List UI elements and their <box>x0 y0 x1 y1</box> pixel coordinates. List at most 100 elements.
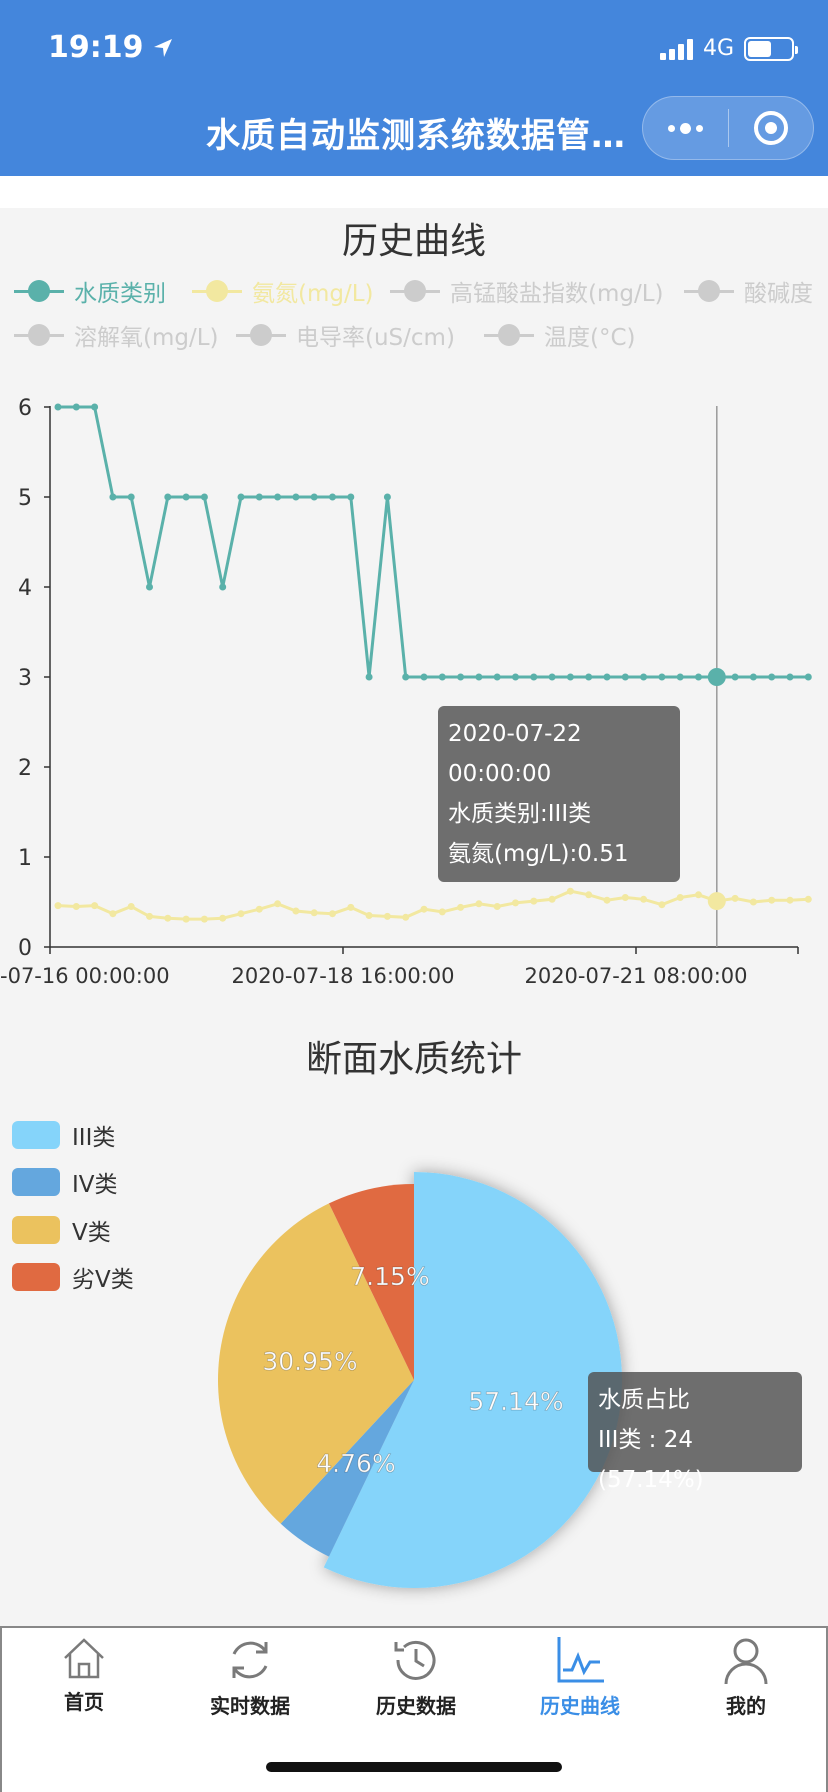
pie-legend-item-class-5[interactable]: V类 <box>12 1213 111 1247</box>
data-point <box>365 912 373 919</box>
legend-item-temperature[interactable]: 温度(°C) <box>484 318 636 352</box>
data-point <box>164 914 172 922</box>
refresh-icon <box>232 1641 268 1679</box>
data-point <box>438 908 446 916</box>
y-tick-label: 2 <box>18 756 32 781</box>
data-point <box>237 910 245 918</box>
data-point <box>365 673 373 681</box>
pie-slice <box>280 1380 414 1557</box>
x-tick-label: -07-16 00:00:00 <box>0 964 170 988</box>
tab-label: 实时数据 <box>210 1694 290 1718</box>
tab-history-curve[interactable]: 历史曲线 <box>510 1628 650 1728</box>
legend-label: 氨氮(mg/L) <box>252 281 374 307</box>
pie-chart[interactable]: 57.14% 4.76% 30.95% 7.15% <box>0 1140 828 1620</box>
legend-item-ph[interactable]: 酸碱度 <box>684 274 813 308</box>
more-dots-icon <box>667 122 703 134</box>
data-point <box>707 668 726 686</box>
data-point <box>493 903 501 910</box>
header-gap <box>0 176 828 208</box>
data-point <box>786 896 794 904</box>
line-chart[interactable]: 0 1 2 3 4 5 6 -07-16 00:00:00 2020-07-18 16:00:0… <box>0 380 828 1000</box>
legend-label: 酸碱度 <box>744 281 813 307</box>
data-point <box>731 894 739 902</box>
pie-slice-label: 57.14% <box>468 1387 563 1416</box>
tab-history-data[interactable]: 历史数据 <box>346 1628 486 1728</box>
legend-item-ammonia[interactable]: 氨氮(mg/L) <box>192 274 374 308</box>
data-point <box>72 403 80 411</box>
data-point <box>347 493 355 501</box>
data-point <box>512 899 519 907</box>
data-point <box>804 895 812 903</box>
data-point <box>109 493 117 501</box>
data-point <box>676 894 684 901</box>
data-point <box>274 493 282 501</box>
pie-legend-label: V类 <box>72 1220 111 1246</box>
data-point <box>255 905 263 913</box>
data-point <box>585 891 593 899</box>
data-point <box>200 915 208 923</box>
data-point <box>54 403 62 411</box>
pie-slice <box>328 1184 414 1380</box>
pie-legend-item-class-3[interactable]: III类 <box>12 1118 115 1152</box>
data-point <box>383 912 391 920</box>
legend-item-permanganate[interactable]: 高锰酸盐指数(mg/L) <box>390 274 664 308</box>
data-point <box>329 493 336 501</box>
tab-realtime[interactable]: 实时数据 <box>180 1628 320 1728</box>
data-point <box>420 905 428 913</box>
legend-label: 水质类别 <box>74 281 166 307</box>
status-time: 19:19 <box>48 30 174 65</box>
data-point <box>402 673 410 681</box>
pie-legend-item-class-4[interactable]: IV类 <box>12 1165 118 1199</box>
tab-home[interactable]: 首页 <box>14 1628 154 1728</box>
series-line-0 <box>58 405 809 679</box>
data-point <box>676 673 684 681</box>
pie-legend-item-below-5[interactable]: 劣V类 <box>12 1260 134 1294</box>
data-point <box>749 898 757 906</box>
data-point <box>786 673 794 681</box>
close-miniprogram-button[interactable] <box>729 97 814 159</box>
tab-label: 历史数据 <box>376 1694 456 1718</box>
data-point <box>54 902 62 910</box>
tab-label: 首页 <box>64 1690 104 1714</box>
data-point <box>182 493 190 501</box>
legend-label: 电导率(uS/cm) <box>296 325 455 351</box>
pie-chart-title: 断面水质统计 <box>305 1039 522 1080</box>
data-point <box>292 493 300 501</box>
data-point <box>475 673 483 681</box>
data-point <box>768 673 776 681</box>
legend-item-conductivity[interactable]: 电导率(uS/cm) <box>236 318 455 352</box>
legend-item-water-class[interactable]: 水质类别 <box>14 274 166 308</box>
data-point <box>749 673 757 681</box>
data-point <box>457 903 465 911</box>
data-point <box>146 583 153 591</box>
y-tick-label: 4 <box>18 576 32 601</box>
line-chart-icon <box>557 1637 604 1683</box>
data-point <box>804 673 812 681</box>
data-point <box>237 493 245 501</box>
data-point <box>530 673 538 681</box>
pie-slice <box>323 1172 622 1588</box>
data-point <box>72 903 80 910</box>
data-point <box>347 903 355 911</box>
data-point <box>200 493 208 501</box>
tab-label: 历史曲线 <box>540 1694 620 1718</box>
data-point <box>731 673 739 681</box>
legend-item-dissolved-oxygen[interactable]: 溶解氧(mg/L) <box>14 318 219 352</box>
pie-legend-label: 劣V类 <box>72 1267 134 1293</box>
pie-tooltip-title: 水质占比 <box>598 1387 690 1413</box>
home-indicator <box>266 1762 562 1772</box>
data-point <box>219 914 227 922</box>
y-tick-label: 1 <box>18 846 32 871</box>
data-point <box>457 673 465 681</box>
battery-icon <box>744 36 798 61</box>
data-point <box>475 900 483 908</box>
line-chart-title: 历史曲线 <box>341 221 486 262</box>
page-title: 水质自动监测系统数据管… <box>206 116 626 156</box>
home-icon <box>64 1638 104 1679</box>
tab-profile[interactable]: 我的 <box>676 1628 816 1728</box>
legend-label: 高锰酸盐指数(mg/L) <box>450 281 664 307</box>
data-point <box>274 900 282 908</box>
more-button[interactable] <box>643 97 728 159</box>
legend-label: 溶解氧(mg/L) <box>74 325 219 351</box>
tooltip-ammonia: 氨氮(mg/L):0.51 <box>448 841 629 867</box>
